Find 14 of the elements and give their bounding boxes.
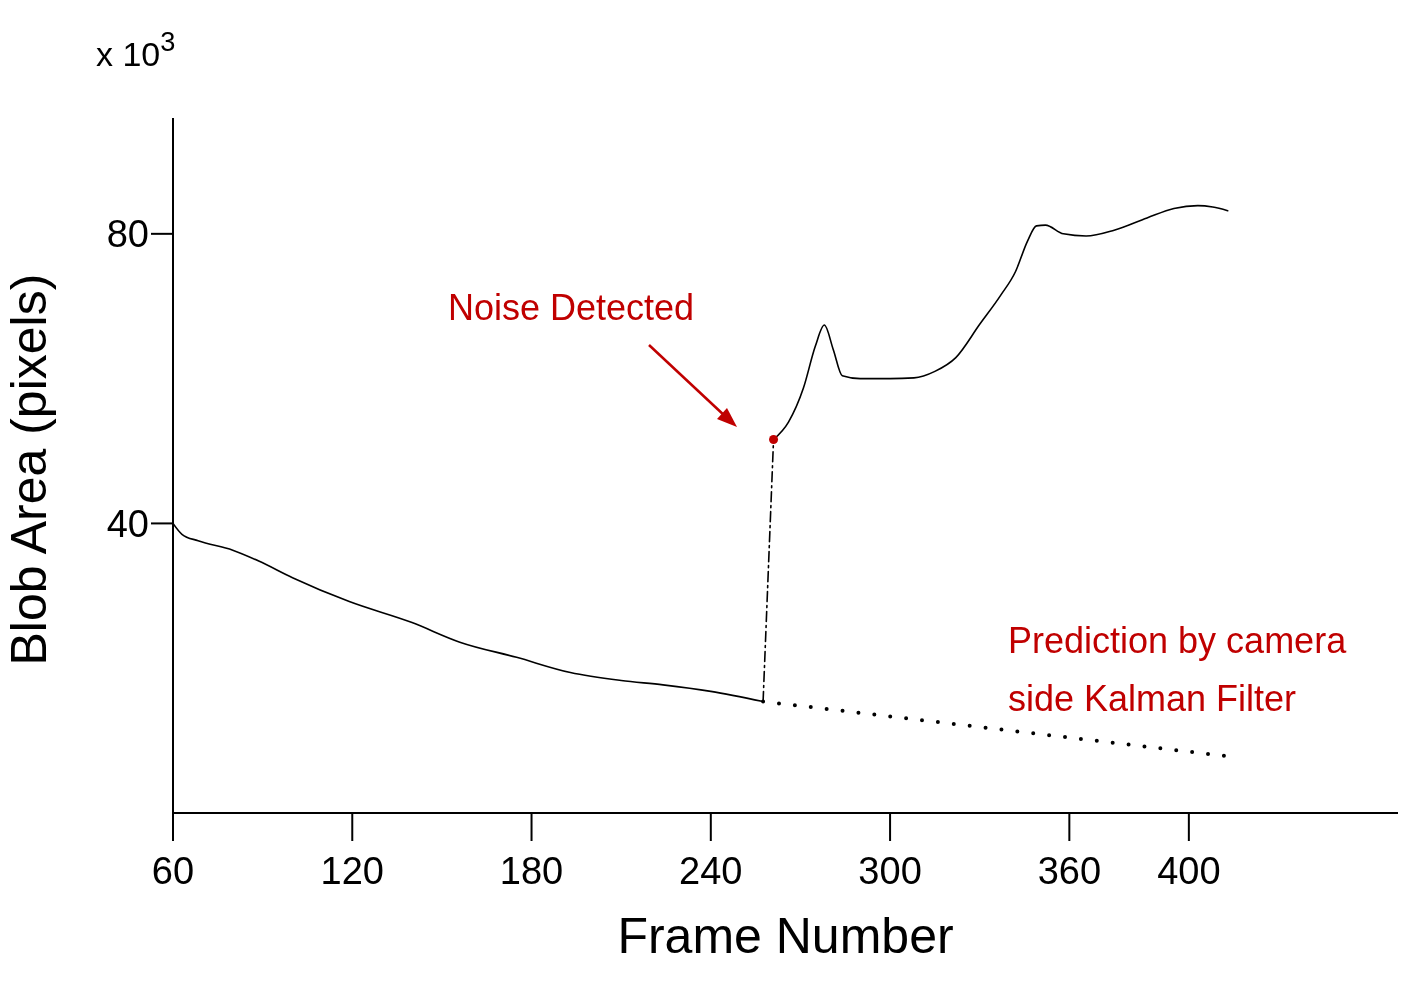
x-tick-label: 120	[320, 849, 384, 892]
x-tick-label: 360	[1037, 849, 1102, 892]
y-axis-title: Blob Area (pixels)	[0, 273, 57, 666]
x-tick-label: 180	[499, 849, 564, 892]
y-tick-label: 40	[106, 502, 149, 545]
y-tick-label: 80	[106, 213, 149, 256]
x-tick-label: 300	[858, 849, 922, 892]
annotation: Prediction by camera side Kalman Filter	[1008, 620, 1348, 719]
x-tick-label: 240	[679, 849, 743, 892]
text: x 10$^{3}$	[96, 25, 176, 73]
x-axis-title: Frame Number	[617, 908, 954, 964]
x-tick-label: 60	[151, 849, 195, 892]
x-tick-label: 400	[1157, 849, 1221, 892]
annotation: Noise Detected	[447, 287, 695, 328]
